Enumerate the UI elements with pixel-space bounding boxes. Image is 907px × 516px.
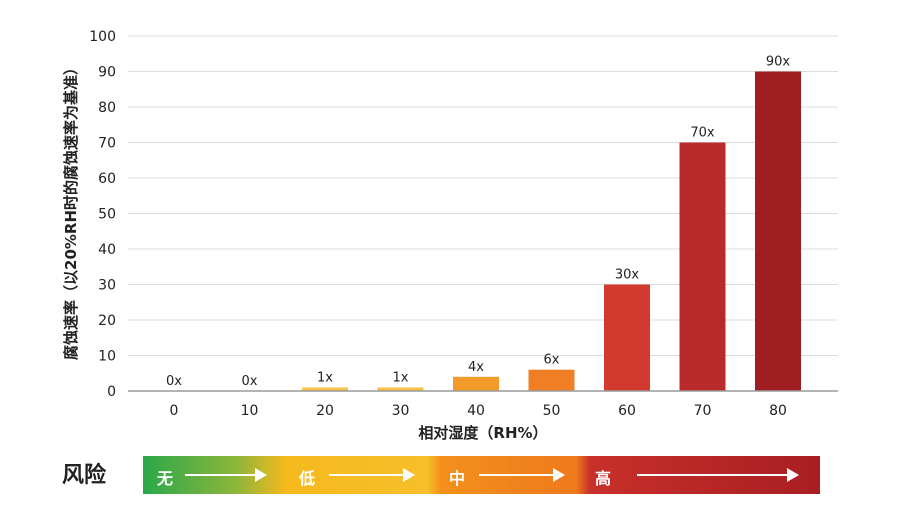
data-labels: 0x 0x 1x 1x 4x 6x 30x 70x 90x (166, 55, 790, 390)
bar (302, 387, 348, 391)
x-tick-label: 30 (392, 403, 410, 419)
y-tick-labels: 0 10 20 30 40 50 60 70 80 90 100 (89, 29, 116, 400)
data-label: 70x (690, 126, 715, 141)
risk-segment-high: 高 (581, 456, 820, 494)
x-tick-label: 70 (694, 403, 712, 419)
y-tick-label: 0 (107, 384, 116, 400)
bars (302, 71, 801, 391)
x-tick-label: 0 (170, 403, 179, 419)
risk-scale-bar: 无 低 中 高 (143, 456, 820, 494)
arrow-icon (185, 468, 267, 482)
risk-label-none: 无 (157, 469, 174, 488)
x-tick-label: 50 (543, 403, 561, 419)
bar (453, 376, 499, 391)
bar (679, 142, 726, 391)
arrow-icon (479, 468, 565, 482)
y-tick-label: 50 (98, 207, 116, 223)
y-tick-label: 30 (98, 278, 116, 294)
x-tick-label: 80 (769, 403, 787, 419)
x-tick-labels: 0 10 20 30 40 50 60 70 80 (170, 403, 787, 419)
bar (604, 284, 650, 391)
y-tick-label: 10 (98, 349, 116, 365)
data-label: 0x (242, 374, 258, 389)
x-axis-label: 相对湿度（RH%） (418, 424, 547, 440)
y-tick-label: 100 (89, 29, 116, 45)
risk-label-high: 高 (595, 469, 612, 488)
arrow-icon (329, 468, 415, 482)
data-label: 4x (468, 360, 484, 375)
y-tick-label: 70 (98, 136, 116, 152)
x-tick-label: 40 (467, 403, 485, 419)
y-tick-label: 90 (98, 65, 116, 81)
risk-title: 风险 (62, 463, 107, 488)
y-tick-label: 60 (98, 171, 116, 187)
x-tick-label: 60 (618, 403, 636, 419)
y-tick-label: 80 (98, 100, 116, 116)
grid-lines (128, 35, 838, 356)
y-axis-label: 腐蚀速率（以20%RH时的腐蚀速率为基准） (62, 60, 80, 360)
bar (755, 71, 801, 391)
data-label: 1x (393, 370, 409, 385)
risk-segment-medium: 中 (435, 456, 581, 494)
data-label: 6x (544, 353, 560, 368)
bar (528, 369, 575, 391)
x-tick-label: 20 (316, 403, 334, 419)
arrow-icon (637, 468, 799, 482)
risk-label-low: 低 (299, 469, 316, 488)
x-tick-label: 10 (241, 403, 259, 419)
risk-segment-low: 低 (285, 456, 435, 494)
data-label: 30x (615, 268, 640, 283)
bar (377, 387, 424, 391)
y-tick-label: 20 (98, 313, 116, 329)
bar-chart: 0 10 20 30 40 50 60 70 80 90 100 0 10 20 30 40 50 60 70 80… (62, 29, 838, 440)
data-label: 0x (166, 374, 182, 389)
risk-segment-none: 无 (143, 456, 285, 494)
data-label: 1x (317, 370, 333, 385)
y-tick-label: 40 (98, 242, 116, 258)
risk-label-medium: 中 (449, 469, 466, 488)
data-label: 90x (766, 55, 791, 70)
